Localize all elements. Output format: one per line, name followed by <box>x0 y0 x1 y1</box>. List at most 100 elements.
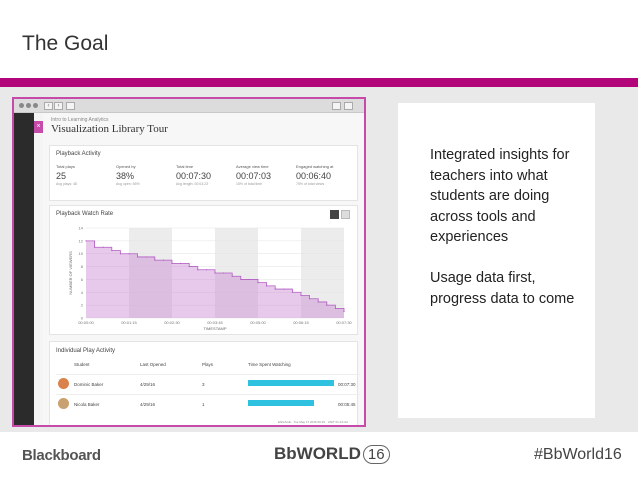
window-zoom-dot[interactable] <box>33 103 38 108</box>
back-icon[interactable]: ‹ <box>44 102 53 110</box>
data-point <box>180 262 182 264</box>
y-tick-label: 2 <box>81 303 84 308</box>
description-paragraph-2: Usage data first, progress data to come <box>430 270 575 307</box>
table-row[interactable]: Dominic Baker 4/29/16 3 00:07:30 <box>56 374 360 392</box>
playback-activity-card: Playback Activity Total plays 25 Avg pla… <box>49 145 358 201</box>
data-point <box>171 262 173 264</box>
avatar <box>58 378 69 389</box>
column-plays[interactable]: Plays <box>202 362 214 367</box>
data-point <box>223 272 225 274</box>
hashtag: #BbWorld16 <box>534 446 622 463</box>
data-point <box>257 282 259 284</box>
data-point <box>266 285 268 287</box>
time-spent-bar <box>248 400 315 406</box>
data-point <box>343 310 345 313</box>
data-point <box>309 298 311 300</box>
footer <box>0 432 638 479</box>
data-point <box>300 294 302 297</box>
y-tick-label: 0 <box>81 316 84 321</box>
column-time-spent[interactable]: Time Spent Watching <box>248 362 291 367</box>
blackboard-logo: Blackboard <box>22 447 101 464</box>
data-point <box>111 249 113 252</box>
table-header: Student Last Opened Plays Time Spent Wat… <box>56 362 360 370</box>
watch-rate-line <box>86 240 345 312</box>
data-point <box>291 291 293 293</box>
x-tick-label: 00:03:45 <box>207 320 223 325</box>
table-view-toggle-icon[interactable] <box>341 210 350 219</box>
screenshot-frame: ‹ › × Intro to Learning Analytics Visual… <box>12 97 366 427</box>
data-point <box>128 253 130 255</box>
watch-rate-chart: 0 2 4 6 8 10 12 14 00:00:00 00:01:15 00:02:30 00:03… <box>68 226 353 332</box>
data-point <box>102 246 104 248</box>
avatar <box>58 398 69 409</box>
browser-toolbar: ‹ › <box>14 99 364 113</box>
column-student[interactable]: Student <box>74 362 90 367</box>
chart-band <box>129 228 172 318</box>
individual-activity-heading: Individual Play Activity <box>56 348 116 354</box>
slide-title: The Goal <box>22 32 109 55</box>
x-tick-label: 00:06:15 <box>293 320 309 325</box>
data-point <box>119 253 121 255</box>
close-icon[interactable]: × <box>34 121 43 133</box>
x-tick-label: 00:02:30 <box>164 320 180 325</box>
sidebar-icon[interactable] <box>66 102 75 110</box>
data-point <box>231 275 233 277</box>
table-row[interactable]: Nicola Baker 4/29/16 1 00:05:45 <box>56 394 360 412</box>
course-sidebar <box>14 113 34 425</box>
bbworld-logo: BbWORLD 16 <box>274 444 390 464</box>
y-tick-label: 8 <box>81 264 84 269</box>
time-spent-bar <box>248 380 334 386</box>
x-tick-label: 00:00:00 <box>78 320 94 325</box>
column-last-opened[interactable]: Last Opened <box>140 362 166 367</box>
window-minimize-dot[interactable] <box>26 103 31 108</box>
status-line: ENGAGE · Tue May 17 2016 09:15 · UNIT 01… <box>278 420 349 424</box>
data-point <box>317 301 319 303</box>
watch-rate-card: Playback Watch Rate 0 2 4 6 8 10 12 14 00:00:00 0… <box>49 205 358 335</box>
data-point <box>162 259 164 261</box>
chart-band <box>301 228 344 318</box>
data-point <box>326 304 328 306</box>
data-point <box>197 269 199 271</box>
stat-total-plays: Total plays 25 Avg plays: 48 <box>56 164 77 186</box>
tabs-icon[interactable] <box>344 102 353 110</box>
description-paragraph-1: Integrated insights for teachers into wh… <box>430 147 570 245</box>
watch-rate-heading: Playback Watch Rate <box>56 211 114 217</box>
share-icon[interactable] <box>332 102 341 110</box>
x-tick-label: 00:07:30 <box>336 320 352 325</box>
y-tick-label: 12 <box>79 238 84 243</box>
accent-bar <box>0 78 638 87</box>
analytics-panel: Intro to Learning Analytics Visualizatio… <box>43 113 364 425</box>
data-point <box>240 278 242 281</box>
y-tick-label: 14 <box>79 226 84 231</box>
data-point <box>205 269 207 271</box>
data-point <box>94 246 96 248</box>
x-tick-label: 00:01:15 <box>121 320 137 325</box>
watch-rate-area <box>86 240 344 318</box>
window-close-dot[interactable] <box>19 103 24 108</box>
data-point <box>214 272 216 274</box>
data-point <box>334 307 336 309</box>
y-tick-label: 10 <box>79 251 84 256</box>
data-point <box>283 288 285 290</box>
stat-opened-by: Opened by 38% Avg open: 55% <box>116 164 140 186</box>
data-point <box>145 256 147 258</box>
x-tick-label: 00:05:00 <box>250 320 266 325</box>
breadcrumb[interactable]: Intro to Learning Analytics <box>51 117 109 123</box>
y-tick-label: 6 <box>81 277 84 282</box>
data-point <box>274 288 276 290</box>
data-point <box>248 278 250 281</box>
data-point <box>85 240 87 242</box>
forward-icon[interactable]: › <box>54 102 63 110</box>
line-chart-toggle-icon[interactable] <box>330 210 339 219</box>
stat-total-time: Total time 00:07:30 Avg length: 00:03:23 <box>176 164 212 186</box>
y-tick-label: 4 <box>81 290 84 295</box>
description-box: Integrated insights for teachers into wh… <box>398 103 595 418</box>
data-point <box>154 259 156 261</box>
playback-activity-heading: Playback Activity <box>56 151 101 157</box>
data-point <box>137 256 139 258</box>
x-axis-label: TIMESTAMP <box>203 326 226 331</box>
y-axis-label: NUMBER OF VIEWERS <box>68 251 73 295</box>
stat-engaged-watching: Engaged watching at 00:06:40 75% of tota… <box>296 164 334 186</box>
data-point <box>188 265 190 268</box>
